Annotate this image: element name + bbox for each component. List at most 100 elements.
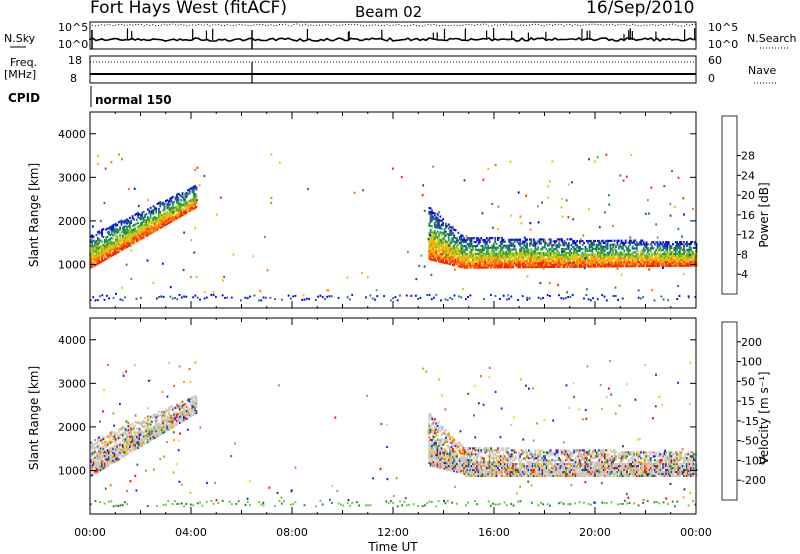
scatter-cell [522, 260, 524, 263]
scatter-cell [109, 239, 112, 242]
scatter-cell [470, 248, 473, 252]
scatter-cell [516, 262, 519, 265]
scatter-cell [510, 254, 513, 257]
scatter-cell [477, 266, 480, 269]
scatter-cell [126, 230, 128, 233]
scatter-cell [166, 203, 169, 206]
scatter-cell [530, 254, 533, 257]
scatter-cell [617, 259, 620, 262]
scatter-cell [98, 250, 101, 253]
scatter-cell [145, 431, 148, 435]
scatter-cell [529, 238, 531, 241]
scatter-cell [170, 208, 173, 211]
scatter-cell [458, 295, 460, 298]
scatter-cell [173, 218, 176, 221]
scatter-cell [541, 246, 544, 249]
scatter-cell [432, 463, 435, 466]
scatter-cell [497, 236, 499, 240]
scatter-cell [527, 256, 530, 259]
scatter-cell [642, 257, 645, 260]
scatter-cell [508, 297, 510, 300]
scatter-cell [609, 247, 612, 250]
scatter-cell [569, 263, 571, 266]
scatter-cell [449, 233, 451, 236]
scatter-cell [491, 258, 494, 261]
scatter-cell [544, 261, 546, 265]
scatter-cell [481, 457, 484, 460]
scatter-cell [485, 252, 488, 255]
scatter-cell [546, 294, 549, 297]
scatter-cell [563, 265, 566, 268]
scatter-cell [506, 246, 509, 249]
scatter-cell [169, 197, 171, 200]
scatter-cell [171, 414, 174, 417]
scatter-cell [622, 263, 624, 266]
scatter-cell [113, 458, 116, 461]
scatter-cell [95, 234, 98, 237]
scatter-cell [492, 461, 495, 464]
scatter-cell [308, 297, 310, 300]
scatter-cell [599, 257, 602, 260]
scatter-cell [573, 251, 576, 255]
scatter-cell [446, 452, 449, 455]
scatter-cell [474, 248, 477, 252]
scatter-cell [598, 226, 601, 229]
scatter-cell [501, 238, 503, 241]
scatter-cell [669, 247, 671, 250]
scatter-cell [623, 257, 626, 260]
scatter-cell [190, 239, 192, 242]
scatter-cell [116, 433, 119, 436]
scatter-cell [651, 264, 653, 267]
scatter-cell [466, 243, 469, 246]
scatter-cell [562, 248, 565, 251]
scatter-cell [183, 411, 185, 414]
scatter-cell [435, 253, 438, 256]
scatter-cell [685, 243, 688, 246]
scatter-cell [159, 413, 162, 416]
scatter-cell [435, 226, 438, 229]
scatter-cell [458, 467, 461, 470]
scatter-cell [460, 471, 463, 474]
scatter-cell [479, 466, 481, 470]
scatter-cell [429, 444, 432, 447]
scatter-cell [165, 200, 167, 203]
scatter-cell [453, 234, 456, 237]
scatter-cell [252, 255, 255, 258]
scatter-cell [485, 266, 488, 269]
scatter-cell [178, 406, 181, 409]
scatter-cell [158, 428, 160, 431]
scatter-cell [141, 231, 144, 234]
scatter-cell [195, 410, 198, 413]
scatter-cell [187, 416, 189, 420]
scatter-cell [469, 472, 472, 475]
scatter-cell [479, 451, 481, 454]
scatter-cell [612, 224, 614, 228]
scatter-cell [565, 253, 567, 257]
scatter-cell [612, 263, 615, 266]
scatter-cell [457, 247, 460, 250]
scatter-cell [458, 449, 461, 453]
scatter-cell [443, 457, 446, 461]
scatter-cell [510, 256, 513, 259]
scatter-cell [117, 438, 120, 441]
scatter-cell [617, 265, 620, 268]
scatter-cell [497, 254, 499, 257]
scatter-cell [497, 472, 499, 475]
scatter-cell [529, 254, 531, 257]
scatter-cell [483, 240, 485, 244]
scatter-cell [662, 256, 665, 260]
scatter-cell [131, 215, 134, 218]
scatter-cell [473, 266, 476, 269]
scatter-cell [163, 413, 166, 416]
scatter-cell [113, 452, 116, 456]
scatter-cell [501, 250, 503, 253]
scatter-cell [466, 474, 469, 477]
scatter-cell [433, 225, 436, 229]
scatter-cell [634, 257, 637, 260]
scatter-cell [556, 263, 559, 266]
scatter-cell [450, 230, 453, 233]
scatter-cell [435, 440, 438, 443]
scatter-cell [588, 243, 591, 247]
scatter-cell [453, 464, 456, 467]
scatter-cell [523, 264, 526, 267]
